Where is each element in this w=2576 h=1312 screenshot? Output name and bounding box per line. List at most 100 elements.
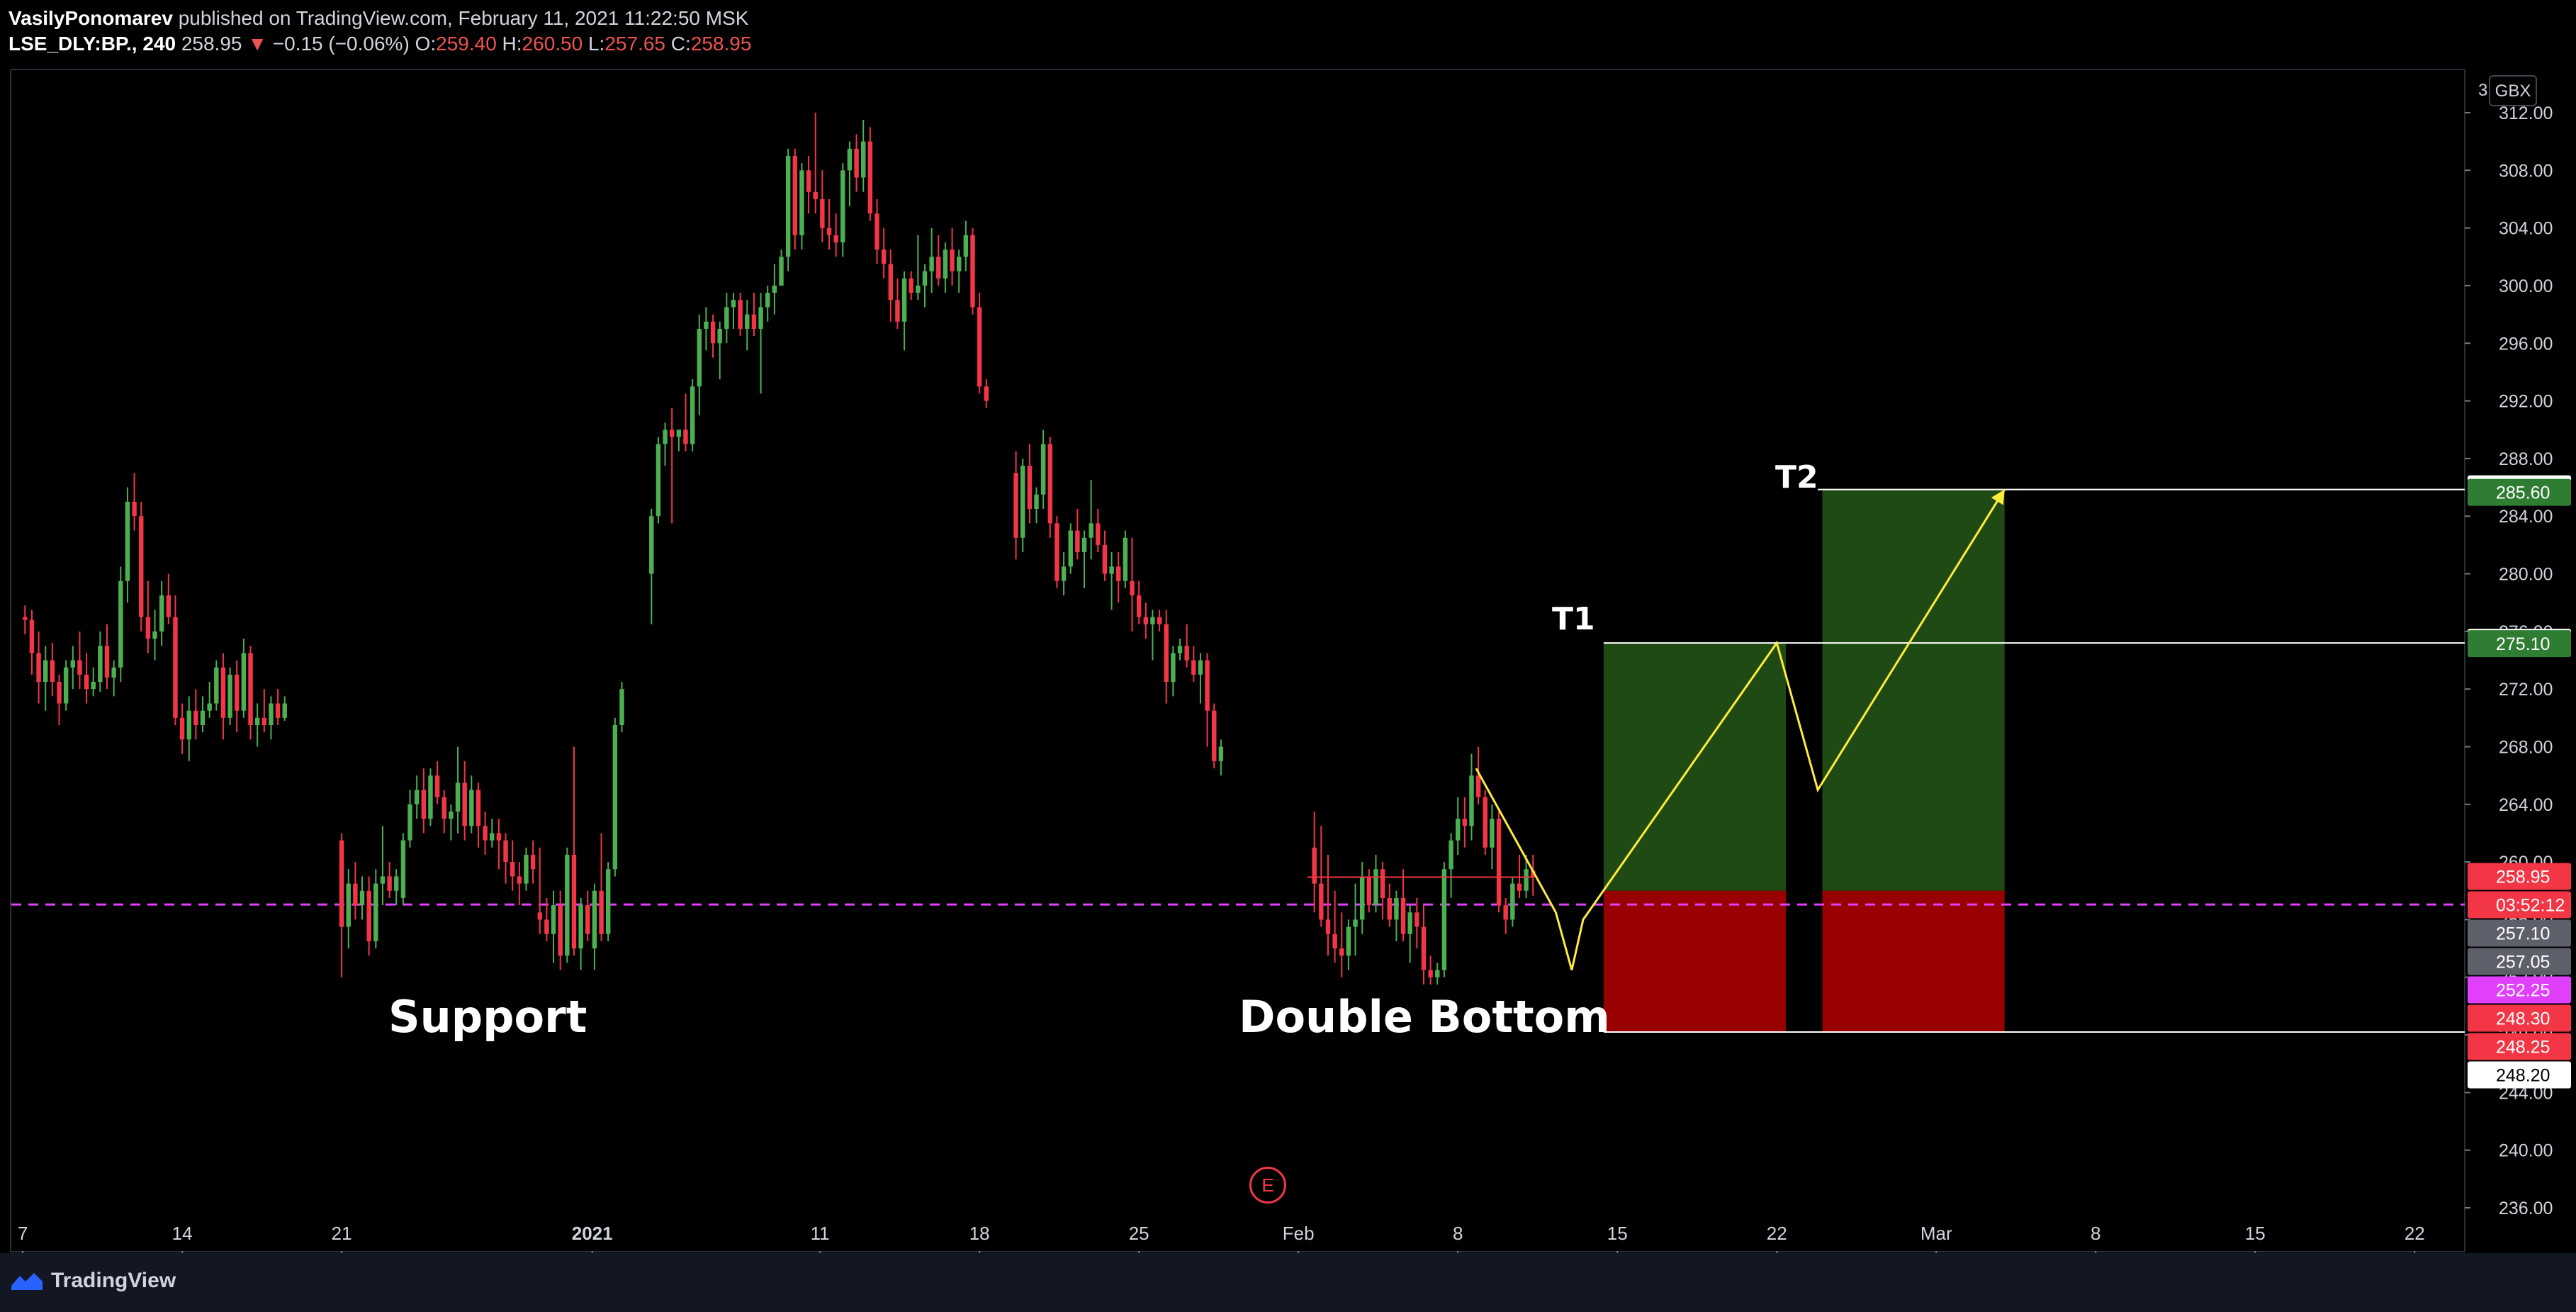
- target-1-annotation[interactable]: T1: [1552, 601, 1595, 637]
- candle: [434, 761, 440, 804]
- candle-body: [1171, 653, 1176, 682]
- x-tick-label: 15: [1607, 1223, 1628, 1244]
- candle: [496, 819, 502, 870]
- candle: [1150, 610, 1155, 661]
- y-tick-label: 272.00: [2499, 680, 2553, 700]
- candle: [359, 876, 365, 920]
- candle: [282, 696, 287, 721]
- candle: [43, 646, 48, 711]
- candle-body: [1394, 897, 1399, 920]
- candle: [524, 847, 529, 891]
- tradingview-logo-icon: [11, 1273, 43, 1290]
- candle-body: [1475, 775, 1481, 797]
- candle-body: [751, 314, 757, 329]
- tradingview-logo[interactable]: TradingView: [10, 1269, 176, 1293]
- candle-body: [373, 883, 378, 941]
- author-name[interactable]: VasilyPonomarev: [9, 7, 173, 29]
- candle-body: [1054, 523, 1059, 581]
- candle: [394, 869, 399, 906]
- currency-unit-button[interactable]: GBX: [2489, 75, 2537, 106]
- candle: [269, 696, 274, 740]
- candle-body: [861, 141, 866, 178]
- tradingview-brand-text: TradingView: [51, 1269, 176, 1292]
- candle-body: [29, 619, 35, 654]
- candle: [469, 775, 474, 834]
- profit-zone-t1: [1603, 643, 1787, 891]
- candle-body: [346, 883, 351, 927]
- candle: [936, 235, 941, 286]
- candle-body: [758, 307, 763, 329]
- candle-body: [1319, 883, 1324, 920]
- candle-body: [1130, 581, 1135, 596]
- candle: [159, 581, 164, 646]
- price-axis-label-bg: [2468, 630, 2571, 658]
- candle: [683, 393, 688, 452]
- candle-body: [537, 912, 542, 920]
- candle-body: [359, 890, 365, 906]
- candle-body: [1047, 444, 1053, 524]
- candle: [676, 430, 682, 452]
- price-axis-label-text: 257.05: [2496, 952, 2550, 972]
- candle: [1421, 905, 1427, 985]
- candle: [1177, 639, 1183, 661]
- y-tick-label: 292.00: [2499, 392, 2553, 412]
- candle: [888, 249, 894, 322]
- candle-body: [275, 703, 281, 718]
- support-annotation[interactable]: Support: [388, 991, 587, 1043]
- down-arrow-icon: ▼: [247, 33, 267, 55]
- candle: [585, 890, 590, 941]
- candle-body: [145, 617, 151, 639]
- y-tick-label: 268.00: [2499, 737, 2553, 757]
- candle: [1380, 862, 1385, 920]
- candle-body: [1136, 595, 1142, 617]
- candle: [1143, 602, 1149, 639]
- earnings-marker[interactable]: E: [1249, 1167, 1286, 1204]
- candle: [592, 883, 597, 970]
- candle-body: [387, 876, 392, 891]
- candle-body: [1013, 473, 1018, 538]
- candle-body: [235, 674, 240, 711]
- candle-body: [888, 264, 894, 301]
- x-tick-label: 22: [2405, 1223, 2425, 1244]
- candle: [544, 897, 549, 941]
- symbol-legend: LSE_DLY:BP., 240 258.95 ▼ −0.15 (−0.06%)…: [9, 33, 751, 55]
- candle-body: [91, 681, 96, 690]
- candle: [779, 249, 784, 286]
- candle: [1136, 581, 1142, 624]
- candle-body: [765, 293, 770, 308]
- candle: [1130, 537, 1135, 632]
- candle: [1040, 430, 1046, 510]
- candle-body: [676, 430, 682, 437]
- candle-body: [77, 660, 82, 675]
- candle-body: [1421, 926, 1427, 970]
- price-axis-label: 275.10: [2468, 630, 2571, 658]
- candle-body: [353, 883, 358, 906]
- symbol-name[interactable]: LSE_DLY:BP., 240: [9, 33, 176, 55]
- candle-body: [704, 321, 709, 329]
- price-axis-label-bg: [2468, 1061, 2571, 1089]
- candle: [840, 163, 845, 257]
- candle: [792, 148, 797, 250]
- double-bottom-annotation[interactable]: Double Bottom: [1239, 991, 1610, 1043]
- low-label: L:: [587, 33, 605, 55]
- candle-body: [421, 790, 427, 819]
- candle-body: [1428, 970, 1433, 977]
- candle: [1428, 955, 1433, 985]
- scale-indicator: 3: [2478, 81, 2488, 100]
- candle: [380, 826, 386, 906]
- candle-body: [1407, 912, 1412, 934]
- candle: [578, 897, 583, 970]
- candle: [104, 624, 110, 690]
- candle: [1387, 883, 1392, 927]
- candle: [1020, 458, 1025, 553]
- candle-body: [159, 595, 164, 632]
- candle-body: [118, 581, 123, 668]
- x-tick-label: Mar: [1920, 1223, 1952, 1244]
- candle: [1475, 746, 1481, 804]
- x-tick-label: 7: [18, 1223, 28, 1244]
- candle-body: [207, 703, 212, 711]
- candle-body: [1081, 537, 1087, 553]
- target-2-annotation[interactable]: T2: [1775, 459, 1818, 495]
- price-axis-label-text: 257.10: [2496, 924, 2550, 943]
